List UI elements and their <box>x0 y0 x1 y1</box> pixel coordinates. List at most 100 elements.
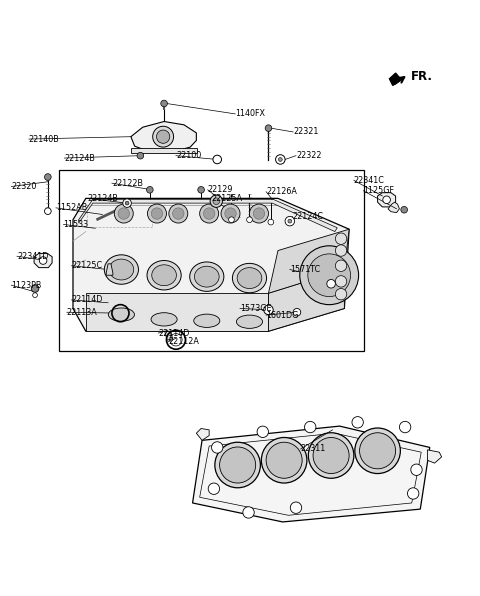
Circle shape <box>247 217 252 222</box>
Circle shape <box>208 483 219 495</box>
Polygon shape <box>427 450 442 463</box>
Polygon shape <box>196 429 209 440</box>
Circle shape <box>147 204 167 223</box>
Text: 22341C: 22341C <box>354 176 385 185</box>
Circle shape <box>114 204 133 223</box>
Circle shape <box>265 125 272 132</box>
Ellipse shape <box>151 313 177 326</box>
Circle shape <box>266 442 302 478</box>
Circle shape <box>210 195 222 207</box>
Circle shape <box>45 208 51 215</box>
Ellipse shape <box>237 268 262 288</box>
Ellipse shape <box>104 255 138 284</box>
Text: 22124B: 22124B <box>87 194 118 203</box>
Circle shape <box>399 421 411 433</box>
Circle shape <box>336 288 347 300</box>
Polygon shape <box>268 269 344 331</box>
Circle shape <box>215 442 261 488</box>
Circle shape <box>213 155 221 164</box>
Text: 22112A: 22112A <box>168 337 199 346</box>
Text: 22322: 22322 <box>296 151 322 160</box>
Polygon shape <box>192 426 430 522</box>
Circle shape <box>156 130 170 143</box>
Text: 22114D: 22114D <box>72 296 103 305</box>
Text: 22124B: 22124B <box>64 154 96 163</box>
Circle shape <box>352 417 363 428</box>
Text: 22124C: 22124C <box>292 212 323 221</box>
Circle shape <box>225 208 236 219</box>
Text: 1571TC: 1571TC <box>290 265 320 274</box>
Text: 1601DG: 1601DG <box>266 311 299 319</box>
Circle shape <box>250 204 268 223</box>
Circle shape <box>123 199 132 207</box>
Polygon shape <box>131 122 196 152</box>
Ellipse shape <box>194 266 219 287</box>
Text: 22100: 22100 <box>176 151 201 160</box>
FancyBboxPatch shape <box>163 324 172 340</box>
Circle shape <box>125 201 129 205</box>
Ellipse shape <box>109 259 134 280</box>
Circle shape <box>355 428 400 474</box>
Circle shape <box>169 204 188 223</box>
Circle shape <box>300 246 359 305</box>
Polygon shape <box>34 253 52 268</box>
Circle shape <box>411 464 422 476</box>
Circle shape <box>33 293 37 297</box>
Circle shape <box>221 204 240 223</box>
Circle shape <box>308 433 354 478</box>
Circle shape <box>290 502 301 513</box>
Circle shape <box>204 208 215 219</box>
Circle shape <box>313 437 349 474</box>
Text: 1140FX: 1140FX <box>235 110 265 119</box>
Circle shape <box>268 219 274 225</box>
Circle shape <box>383 196 390 204</box>
Text: 22114D: 22114D <box>158 328 190 337</box>
Polygon shape <box>73 198 349 331</box>
Ellipse shape <box>108 308 134 321</box>
Circle shape <box>212 442 223 453</box>
Circle shape <box>336 276 347 287</box>
Bar <box>131 148 197 153</box>
Text: 22140B: 22140B <box>29 135 60 144</box>
Circle shape <box>228 217 234 222</box>
Polygon shape <box>389 73 401 85</box>
Circle shape <box>293 309 301 316</box>
Circle shape <box>146 187 153 193</box>
Circle shape <box>285 216 295 226</box>
Polygon shape <box>268 229 349 293</box>
Circle shape <box>45 173 51 181</box>
Circle shape <box>153 126 174 147</box>
Text: 11533: 11533 <box>63 220 89 229</box>
Circle shape <box>308 254 350 297</box>
Text: FR.: FR. <box>411 70 433 83</box>
Circle shape <box>360 433 396 469</box>
Circle shape <box>118 208 130 219</box>
Text: 22311: 22311 <box>301 445 326 454</box>
Circle shape <box>31 285 39 292</box>
Polygon shape <box>378 193 396 207</box>
Circle shape <box>336 233 347 244</box>
Ellipse shape <box>232 263 266 293</box>
Bar <box>59 170 364 351</box>
Ellipse shape <box>190 262 224 291</box>
Text: 22113A: 22113A <box>67 308 97 316</box>
Text: 1152AB: 1152AB <box>56 203 87 212</box>
Circle shape <box>39 257 47 264</box>
Text: 22341D: 22341D <box>17 252 48 260</box>
Ellipse shape <box>147 260 181 290</box>
Ellipse shape <box>237 315 263 328</box>
Circle shape <box>288 219 292 223</box>
Circle shape <box>278 157 282 162</box>
Circle shape <box>253 208 264 219</box>
Circle shape <box>336 260 347 271</box>
Circle shape <box>213 198 219 204</box>
Text: 22320: 22320 <box>12 182 36 191</box>
Polygon shape <box>106 264 113 275</box>
Circle shape <box>264 305 273 315</box>
Text: 22129: 22129 <box>208 185 233 194</box>
Circle shape <box>276 155 285 164</box>
Circle shape <box>257 426 268 437</box>
Text: 1123PB: 1123PB <box>12 281 42 290</box>
Text: 1573GE: 1573GE <box>240 304 272 313</box>
Circle shape <box>401 206 408 213</box>
